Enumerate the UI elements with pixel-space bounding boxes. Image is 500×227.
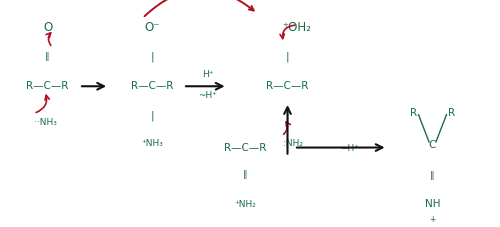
Text: O⁻: O⁻ — [145, 21, 160, 34]
Text: ‖: ‖ — [430, 171, 435, 180]
Text: ‖: ‖ — [243, 170, 247, 179]
Text: O: O — [43, 21, 52, 34]
Text: :NH₂: :NH₂ — [282, 138, 302, 148]
Text: ··NH₃: ··NH₃ — [34, 118, 56, 127]
Text: ⁺OH₂: ⁺OH₂ — [282, 21, 311, 34]
Text: ~H⁺: ~H⁺ — [198, 91, 217, 100]
Text: ‖: ‖ — [45, 52, 50, 61]
Text: +: + — [430, 215, 436, 224]
Text: NH: NH — [425, 199, 440, 209]
Text: |: | — [286, 111, 290, 121]
Text: R—C—R: R—C—R — [266, 81, 308, 91]
Text: R—C—R: R—C—R — [132, 81, 173, 91]
Text: R: R — [448, 109, 455, 118]
Text: |: | — [286, 52, 290, 62]
Text: R—C—R: R—C—R — [224, 143, 266, 153]
Text: R: R — [410, 109, 417, 118]
Text: |: | — [150, 52, 154, 62]
Text: ⁺NH₂: ⁺NH₂ — [234, 200, 256, 209]
Text: −H⁺: −H⁺ — [340, 144, 359, 153]
Text: ⁺NH₃: ⁺NH₃ — [142, 138, 164, 148]
Text: C: C — [429, 140, 436, 150]
Text: |: | — [150, 111, 154, 121]
Text: R—C—R: R—C—R — [26, 81, 68, 91]
Text: H⁺: H⁺ — [202, 70, 213, 79]
